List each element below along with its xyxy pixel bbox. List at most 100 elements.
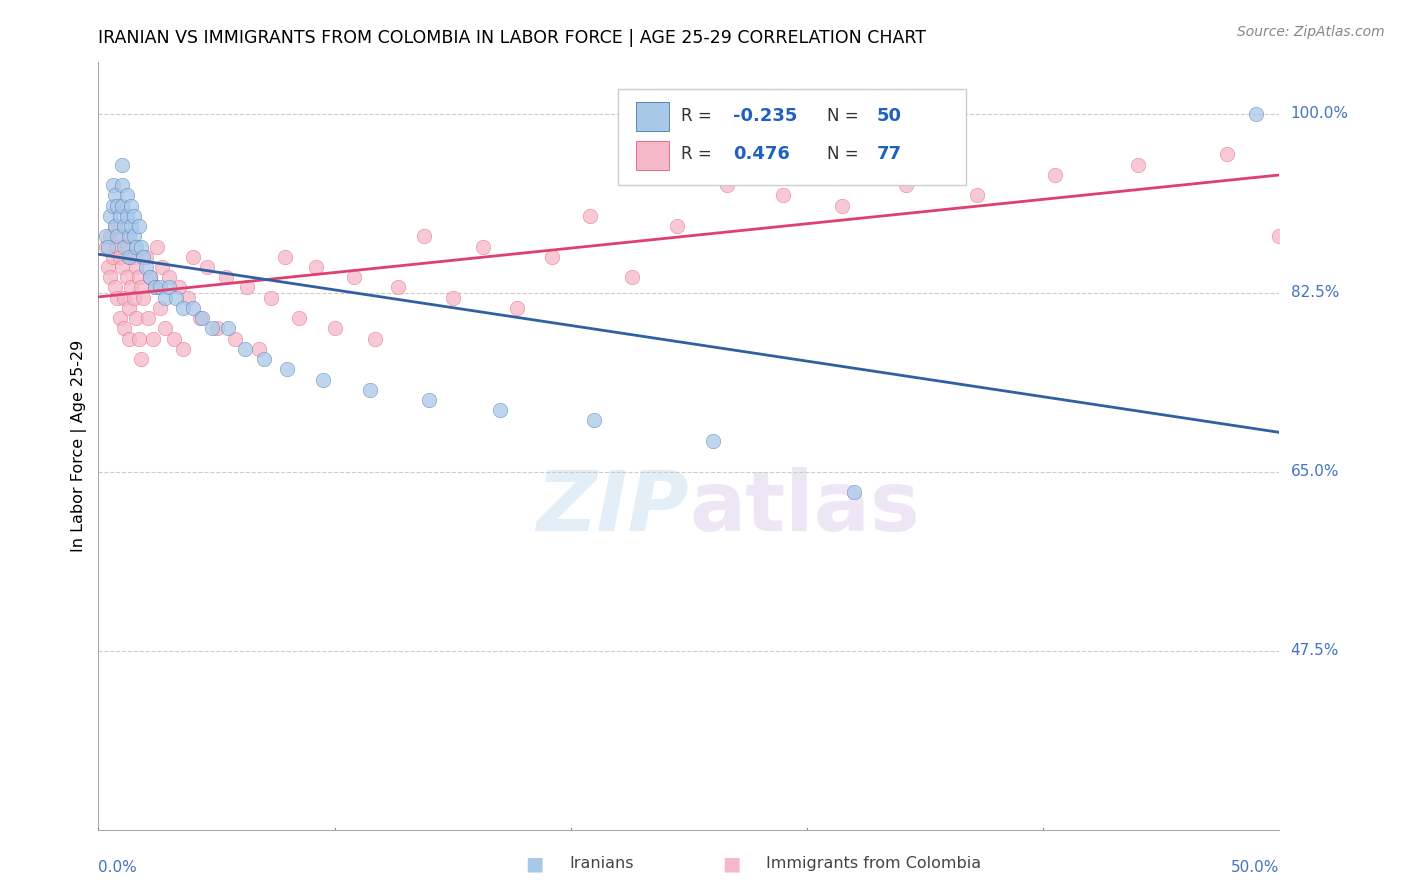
Point [112, 219, 135, 233]
Point [98, 209, 121, 223]
Point [702, 434, 724, 448]
Point [163, 332, 186, 346]
Point [111, 260, 134, 274]
Point [772, 188, 794, 202]
Point [98, 270, 121, 285]
Point [541, 250, 564, 264]
Point [413, 229, 436, 244]
Point [104, 219, 127, 233]
Point [128, 332, 150, 346]
Text: -0.235: -0.235 [733, 107, 797, 125]
Point [172, 301, 194, 315]
Point [323, 321, 346, 335]
Point [97, 260, 120, 274]
Point [118, 332, 141, 346]
Point [111, 158, 134, 172]
Text: N =: N = [827, 145, 859, 163]
Bar [636, 103, 669, 131]
Point [125, 239, 148, 253]
Point [115, 188, 138, 202]
Point [101, 250, 124, 264]
Point [139, 270, 162, 285]
Point [215, 270, 238, 285]
Point [108, 209, 131, 223]
Text: ■: ■ [721, 854, 741, 873]
Point [132, 250, 155, 264]
Point [115, 209, 138, 223]
Point [153, 321, 176, 335]
Point [157, 280, 180, 294]
Text: 0.0%: 0.0% [98, 860, 138, 875]
Point [165, 291, 187, 305]
Text: 77: 77 [877, 145, 901, 163]
Text: Immigrants from Colombia: Immigrants from Colombia [766, 856, 981, 871]
Point [122, 250, 145, 264]
Point [105, 291, 128, 305]
Point [205, 321, 228, 335]
Point [128, 219, 150, 233]
Point [359, 383, 381, 397]
Point [844, 485, 866, 500]
Point [121, 280, 143, 294]
Point [253, 352, 276, 367]
Point [260, 291, 283, 305]
Point [966, 188, 988, 202]
Point [112, 321, 135, 335]
Point [122, 209, 145, 223]
Point [1244, 106, 1267, 120]
Point [139, 270, 162, 285]
Point [136, 311, 159, 326]
Point [146, 239, 169, 253]
Text: 100.0%: 100.0% [1291, 106, 1348, 121]
Text: 82.5%: 82.5% [1291, 285, 1339, 300]
Point [181, 250, 204, 264]
Text: 65.0%: 65.0% [1291, 464, 1339, 479]
Point [125, 260, 148, 274]
Point [489, 403, 512, 417]
Point [167, 280, 190, 294]
Text: 0.476: 0.476 [733, 145, 790, 163]
Text: R =: R = [681, 145, 711, 163]
Point [247, 342, 270, 356]
Point [135, 250, 157, 264]
Point [505, 301, 527, 315]
Point [172, 342, 194, 356]
Point [101, 199, 124, 213]
Point [104, 188, 127, 202]
Point [129, 239, 152, 253]
Point [149, 301, 172, 315]
Point [135, 260, 157, 274]
Text: R =: R = [681, 107, 711, 125]
Point [181, 301, 204, 315]
Point [111, 178, 134, 193]
Point [112, 239, 135, 253]
Point [118, 229, 141, 244]
Point [177, 291, 200, 305]
Point [217, 321, 239, 335]
Point [236, 280, 259, 294]
Point [716, 178, 738, 193]
Point [153, 291, 176, 305]
Point [1216, 147, 1239, 161]
Point [387, 280, 409, 294]
Point [129, 280, 152, 294]
Point [121, 219, 143, 233]
Point [312, 372, 335, 386]
Point [118, 250, 141, 264]
Point [666, 219, 689, 233]
Text: 47.5%: 47.5% [1291, 643, 1339, 658]
Point [472, 239, 495, 253]
Point [831, 199, 853, 213]
Point [1126, 158, 1149, 172]
Point [118, 301, 141, 315]
Point [276, 362, 298, 376]
Bar [636, 141, 669, 169]
Point [105, 229, 128, 244]
Point [108, 311, 131, 326]
FancyBboxPatch shape [619, 89, 966, 186]
Point [105, 239, 128, 253]
Point [149, 280, 172, 294]
Point [418, 392, 440, 407]
Point [195, 260, 218, 274]
Point [121, 199, 143, 213]
